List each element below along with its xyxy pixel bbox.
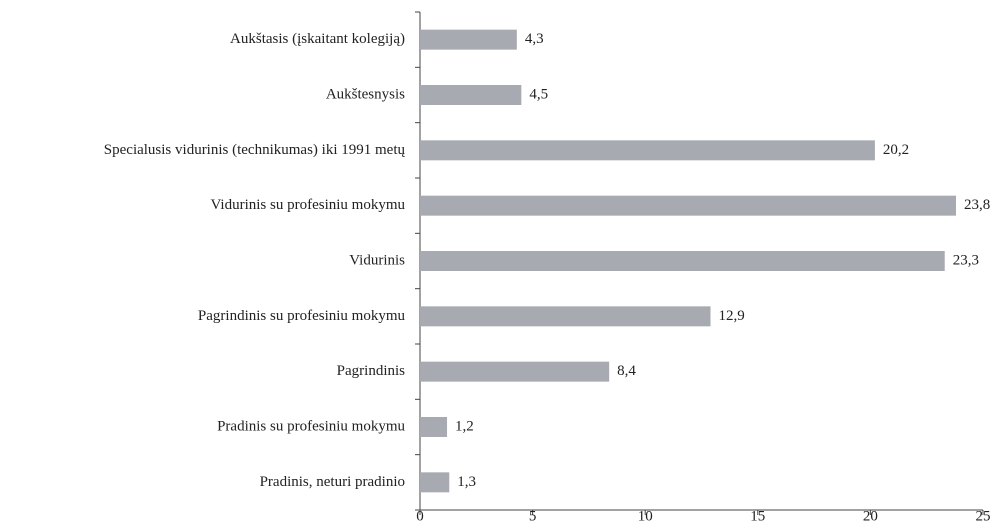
- value-label: 12,9: [719, 308, 745, 324]
- x-tick-label: 15: [750, 508, 765, 523]
- y-tick-label: Pradinis su profesiniu mokymu: [217, 418, 405, 434]
- bar: [420, 306, 711, 327]
- value-label: 8,4: [617, 363, 636, 379]
- y-tick-label: Pagrindinis: [337, 363, 405, 379]
- y-tick-label: Vidurinis: [349, 252, 405, 268]
- value-label: 1,3: [457, 474, 476, 490]
- value-label: 4,3: [525, 31, 544, 47]
- y-tick-label: Aukštesnysis: [326, 86, 405, 102]
- x-tick-label: 10: [638, 508, 653, 523]
- x-tick-label: 25: [976, 508, 991, 523]
- value-label: 23,8: [964, 197, 990, 213]
- value-label: 20,2: [883, 142, 909, 158]
- bar: [420, 361, 610, 382]
- bar: [420, 472, 450, 493]
- bar: [420, 140, 875, 161]
- y-tick-label: Aukštasis (įskaitant kolegiją): [230, 31, 405, 47]
- y-tick-label: Vidurinis su profesiniu mokymu: [210, 197, 405, 213]
- bar: [420, 195, 956, 216]
- x-tick-label: 5: [529, 508, 537, 523]
- bar: [420, 29, 517, 50]
- value-label: 4,5: [529, 86, 548, 102]
- y-tick-label: Specialusis vidurinis (technikumas) iki …: [104, 142, 406, 158]
- y-tick-label: Pagrindinis su profesiniu mokymu: [198, 308, 406, 324]
- x-tick-label: 20: [863, 508, 878, 523]
- bar: [420, 251, 945, 271]
- bar: [420, 85, 522, 105]
- bar: [420, 417, 448, 437]
- y-tick-label: Pradinis, neturi pradinio: [260, 474, 405, 490]
- value-label: 1,2: [455, 418, 474, 434]
- x-tick-label: 0: [416, 508, 424, 523]
- value-label: 23,3: [953, 252, 979, 268]
